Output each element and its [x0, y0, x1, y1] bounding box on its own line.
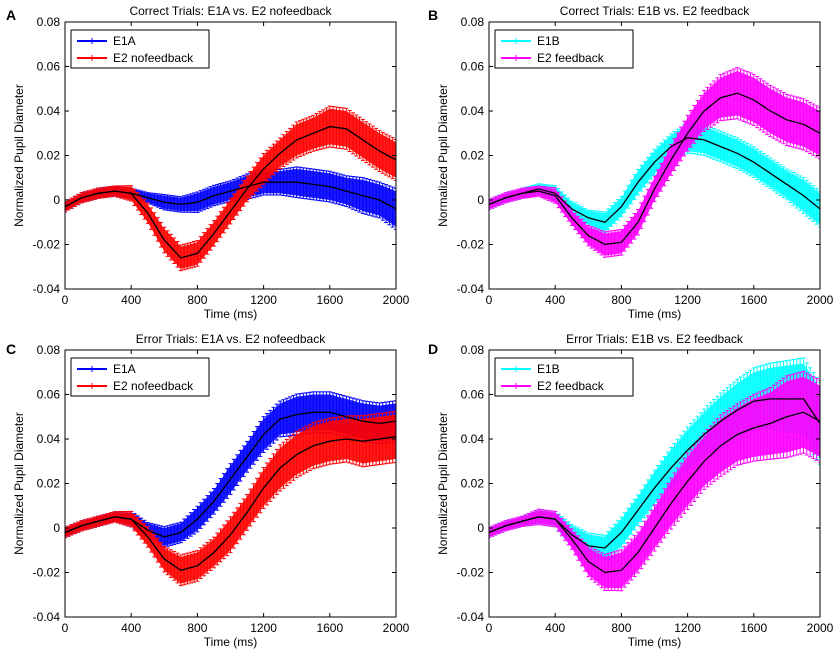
panel-d: 0 400 800 1200 1600 2000 -0.04 -0.02 0 0.02 0.04 0.… — [428, 332, 834, 649]
y-tick-label: 0.06 — [37, 388, 61, 402]
panel-title: Correct Trials: E1B vs. E2 feedback — [560, 4, 750, 18]
legend-box — [494, 357, 634, 397]
y-axis-label: Normalized Pupil Diameter — [12, 412, 26, 555]
x-axis-label: Time (ms) — [204, 307, 258, 321]
panel-a: 0 400 800 1200 1600 2000 -0.04 -0.02 0 0.02 0.04 0.… — [6, 4, 410, 321]
series-group — [65, 105, 396, 272]
x-tick-label: 2000 — [383, 621, 410, 635]
series-group — [65, 391, 396, 587]
panel-letter: C — [6, 341, 16, 357]
y-tick-label: 0 — [477, 521, 484, 535]
x-axis-label: Time (ms) — [628, 635, 682, 649]
y-tick-label: -0.04 — [33, 282, 61, 296]
mean-line-e2-nofeedback — [65, 125, 396, 259]
x-tick-label: 2000 — [807, 293, 834, 307]
y-tick-label: 0.02 — [461, 477, 485, 491]
x-tick-label: 0 — [62, 621, 69, 635]
y-tick-label: -0.02 — [33, 238, 61, 252]
x-tick-label: 800 — [611, 621, 631, 635]
panel-b: 0 400 800 1200 1600 2000 -0.04 -0.02 0 0.02 0.04 0.… — [428, 4, 834, 321]
legend: E1A E2 nofeedback — [70, 29, 210, 69]
panel-letter: B — [428, 7, 438, 23]
y-tick-label: -0.04 — [457, 282, 485, 296]
x-tick-label: 400 — [545, 293, 565, 307]
y-tick-label: -0.02 — [457, 238, 485, 252]
x-tick-label: 400 — [121, 621, 141, 635]
y-tick-label: 0.08 — [461, 15, 485, 29]
x-tick-label: 400 — [121, 293, 141, 307]
panel-title: Error Trials: E1B vs. E2 feedback — [566, 332, 744, 346]
x-tick-label: 1600 — [316, 621, 343, 635]
x-tick-label: 2000 — [807, 621, 834, 635]
y-tick-label: -0.02 — [33, 566, 61, 580]
x-tick-label: 0 — [486, 293, 493, 307]
legend-label: E1A — [113, 362, 136, 376]
legend-label: E2 nofeedback — [113, 379, 194, 393]
legend-box — [70, 357, 210, 397]
legend-box — [70, 29, 210, 69]
x-tick-label: 1200 — [674, 621, 701, 635]
legend-label: E1B — [537, 34, 560, 48]
y-tick-label: 0.04 — [37, 432, 61, 446]
legend: E1B E2 feedback — [494, 29, 634, 69]
legend-label: E1B — [537, 362, 560, 376]
x-tick-label: 1200 — [250, 293, 277, 307]
x-tick-label: 1600 — [740, 621, 767, 635]
y-tick-label: 0.02 — [37, 149, 61, 163]
y-axis-label: Normalized Pupil Diameter — [12, 84, 26, 227]
legend: E1B E2 feedback — [494, 357, 634, 397]
legend-label: E1A — [113, 34, 136, 48]
x-tick-label: 800 — [187, 293, 207, 307]
legend-label: E2 feedback — [537, 51, 605, 65]
x-axis-label: Time (ms) — [204, 635, 258, 649]
legend: E1A E2 nofeedback — [70, 357, 210, 397]
x-tick-label: 800 — [187, 621, 207, 635]
y-tick-label: 0.08 — [461, 343, 485, 357]
x-tick-label: 0 — [486, 621, 493, 635]
y-axis-label: Normalized Pupil Diameter — [436, 84, 450, 227]
mean-line-e2-feedback — [489, 92, 820, 246]
y-tick-label: 0 — [477, 193, 484, 207]
x-axis-label: Time (ms) — [628, 307, 682, 321]
legend-box — [494, 29, 634, 69]
y-tick-label: 0.08 — [37, 15, 61, 29]
panel-letter: A — [6, 7, 16, 23]
y-tick-label: -0.02 — [457, 566, 485, 580]
x-tick-label: 1600 — [316, 293, 343, 307]
y-tick-label: 0.02 — [461, 149, 485, 163]
x-tick-label: 2000 — [383, 293, 410, 307]
panel-title: Correct Trials: E1A vs. E2 nofeedback — [129, 4, 332, 18]
panel-c: 0 400 800 1200 1600 2000 -0.04 -0.02 0 0.02 0.04 0.… — [6, 332, 410, 649]
series-group — [489, 67, 820, 258]
y-tick-label: 0 — [53, 521, 60, 535]
mean-line-e2-nofeedback — [65, 436, 396, 572]
y-tick-label: 0.06 — [461, 60, 485, 74]
y-tick-label: -0.04 — [457, 610, 485, 624]
y-tick-label: 0.06 — [461, 388, 485, 402]
y-tick-label: 0.04 — [461, 104, 485, 118]
y-tick-label: 0.06 — [37, 60, 61, 74]
x-tick-label: 800 — [611, 293, 631, 307]
x-tick-label: 1200 — [674, 293, 701, 307]
y-tick-label: -0.04 — [33, 610, 61, 624]
legend-label: E2 nofeedback — [113, 51, 194, 65]
panel-letter: D — [428, 341, 438, 357]
y-tick-label: 0.04 — [37, 104, 61, 118]
x-tick-label: 0 — [62, 293, 69, 307]
y-tick-label: 0.02 — [37, 477, 61, 491]
y-tick-label: 0.08 — [37, 343, 61, 357]
mean-line-e2-feedback — [489, 411, 820, 574]
mean-line-e1b — [489, 137, 820, 224]
x-tick-label: 1200 — [250, 621, 277, 635]
panel-title: Error Trials: E1A vs. E2 nofeedback — [136, 332, 326, 346]
y-tick-label: 0.04 — [461, 432, 485, 446]
y-tick-label: 0 — [53, 193, 60, 207]
x-tick-label: 1600 — [740, 293, 767, 307]
series-group — [489, 357, 820, 592]
x-tick-label: 400 — [545, 621, 565, 635]
y-axis-label: Normalized Pupil Diameter — [436, 412, 450, 555]
legend-label: E2 feedback — [537, 379, 605, 393]
